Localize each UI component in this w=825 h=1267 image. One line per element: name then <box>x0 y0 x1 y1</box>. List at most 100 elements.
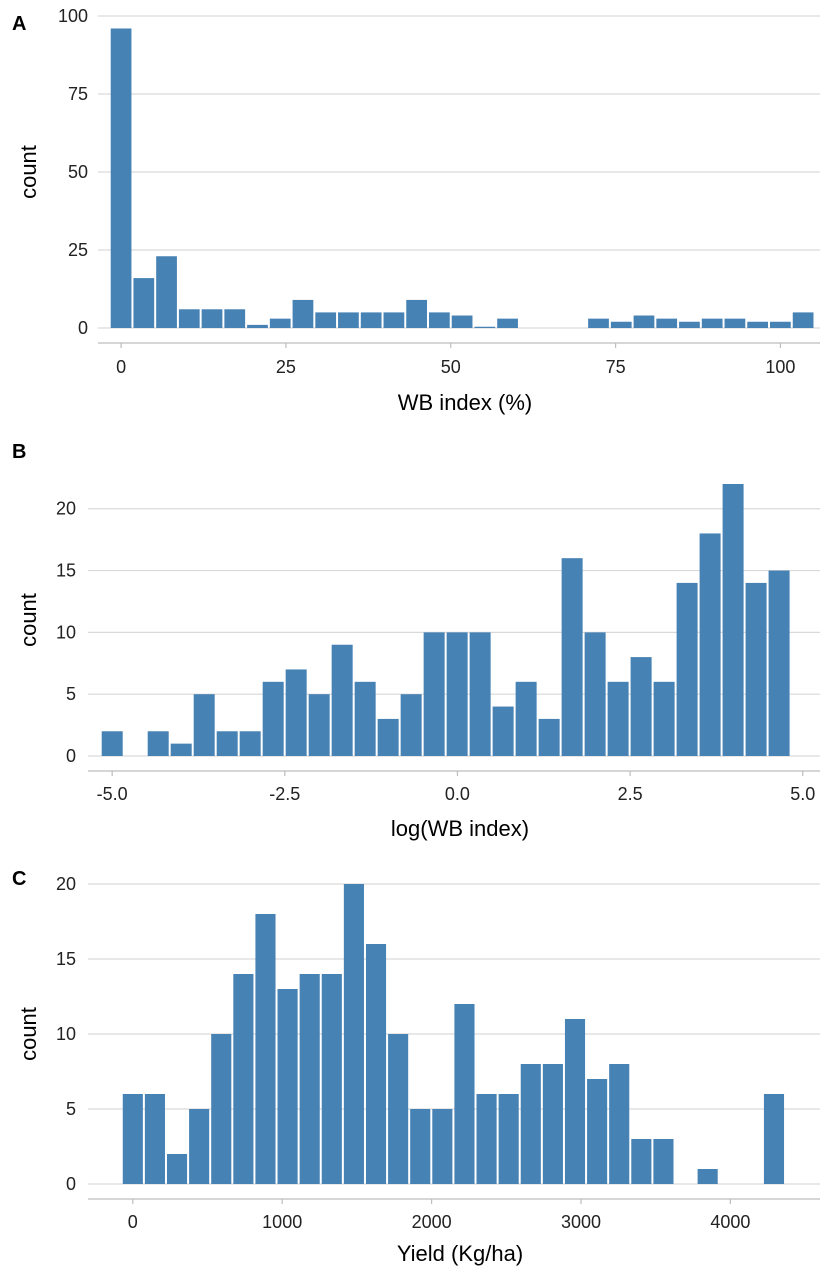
x-tick-label-c-4: 4000 <box>710 1212 750 1232</box>
bar-c-23 <box>631 1139 652 1184</box>
x-axis-title-c: Yield (Kg/ha) <box>397 1241 523 1266</box>
bar-c-26 <box>697 1169 718 1184</box>
bar-b-14 <box>423 632 445 756</box>
panel-label-b: B <box>12 441 26 463</box>
x-tick-label-c-1: 1000 <box>262 1212 302 1232</box>
bar-a-8 <box>292 299 314 328</box>
y-tick-label-b-1: 5 <box>66 684 76 704</box>
y-tick-label-c-4: 20 <box>56 874 76 894</box>
bar-b-10 <box>331 644 353 756</box>
x-tick-label-a-2: 50 <box>441 357 461 377</box>
x-tick-label-c-0: 0 <box>128 1212 138 1232</box>
bar-b-22 <box>607 681 629 756</box>
bar-b-24 <box>653 681 675 756</box>
panel-c: 0 1000 2000 3000 4000 0 5 10 15 20 Yield (Kg/ha) co… <box>12 868 820 1266</box>
bar-a-22 <box>610 321 632 328</box>
x-tick-label-b-0: -5.0 <box>97 784 128 804</box>
bar-a-17 <box>497 318 518 328</box>
bar-c-15 <box>454 1004 475 1184</box>
y-tick-label-b-3: 15 <box>56 561 76 581</box>
panel-label-a: A <box>12 13 26 35</box>
x-tick-label-c-3: 3000 <box>561 1212 601 1232</box>
bar-a-28 <box>747 321 769 328</box>
bar-a-24 <box>656 318 678 328</box>
bar-c-22 <box>609 1064 630 1184</box>
bar-c-0 <box>122 1094 143 1184</box>
x-tick-label-b-4: 5.0 <box>790 784 815 804</box>
bar-b-7 <box>262 681 284 756</box>
bar-c-6 <box>255 914 276 1184</box>
bar-b-20 <box>561 558 583 756</box>
bar-c-13 <box>410 1109 431 1184</box>
y-tick-label-b-2: 10 <box>56 622 76 642</box>
bar-b-9 <box>308 694 330 756</box>
bar-b-3 <box>170 743 192 756</box>
x-axis-title-a: WB index (%) <box>398 390 532 415</box>
bar-a-5 <box>224 309 246 328</box>
bar-c-29 <box>763 1094 785 1184</box>
bar-b-8 <box>285 669 307 756</box>
bar-a-10 <box>338 312 359 328</box>
bar-a-16 <box>474 326 496 328</box>
bar-c-2 <box>166 1154 188 1184</box>
panel-b: -5.0 -2.5 0.0 2.5 5.0 0 5 10 15 20 log(WB index) co… <box>12 441 820 841</box>
x-tick-label-a-4: 100 <box>765 357 795 377</box>
bar-a-9 <box>315 312 337 328</box>
x-tick-label-a-1: 25 <box>276 357 296 377</box>
bar-b-17 <box>492 706 514 756</box>
bar-a-12 <box>383 312 405 328</box>
bar-b-0 <box>101 731 123 756</box>
bar-c-21 <box>587 1079 608 1184</box>
panel-label-c: C <box>12 868 26 890</box>
bar-a-14 <box>428 312 450 328</box>
bar-c-7 <box>277 989 298 1184</box>
bar-a-21 <box>588 318 609 328</box>
bar-b-2 <box>147 731 169 756</box>
bar-b-28 <box>745 582 767 756</box>
bar-a-25 <box>679 321 700 328</box>
bar-a-29 <box>770 321 791 328</box>
panel-a: 0 25 50 75 100 0 25 50 75 100 WB index (%) count A <box>12 6 820 415</box>
bar-a-1 <box>133 278 155 328</box>
y-axis-title-b: count <box>16 593 41 647</box>
y-tick-label-a-1: 25 <box>68 240 88 260</box>
bar-c-20 <box>564 1019 586 1184</box>
y-tick-label-c-2: 10 <box>56 1024 76 1044</box>
y-axis-title-c: count <box>16 1007 41 1061</box>
x-tick-label-a-0: 0 <box>116 357 126 377</box>
bar-c-1 <box>144 1094 165 1184</box>
bar-a-0 <box>110 28 132 328</box>
bar-b-23 <box>630 657 652 756</box>
bar-b-18 <box>515 681 537 756</box>
bar-c-24 <box>653 1139 674 1184</box>
y-tick-label-a-2: 50 <box>68 162 88 182</box>
bar-b-5 <box>216 731 238 756</box>
bar-b-15 <box>446 632 468 756</box>
bar-c-8 <box>299 974 320 1184</box>
x-axis-title-b: log(WB index) <box>391 816 529 841</box>
bar-b-6 <box>239 731 261 756</box>
bar-b-25 <box>676 582 698 756</box>
bar-b-4 <box>193 694 215 756</box>
bar-a-15 <box>451 315 473 328</box>
y-tick-label-a-4: 100 <box>58 6 88 26</box>
bar-b-29 <box>768 570 790 756</box>
bar-a-13 <box>406 299 427 328</box>
bar-c-4 <box>211 1034 232 1184</box>
x-tick-label-c-2: 2000 <box>412 1212 452 1232</box>
bar-c-14 <box>432 1109 453 1184</box>
y-tick-label-b-0: 0 <box>66 746 76 766</box>
bar-c-17 <box>498 1094 519 1184</box>
bar-c-9 <box>321 974 342 1184</box>
bar-a-6 <box>247 324 268 328</box>
bar-a-23 <box>633 315 655 328</box>
bar-b-11 <box>354 681 376 756</box>
y-tick-label-c-3: 15 <box>56 949 76 969</box>
x-tick-label-b-1: -2.5 <box>269 784 300 804</box>
bar-c-11 <box>365 944 387 1184</box>
bar-a-30 <box>792 312 814 328</box>
y-tick-label-b-4: 20 <box>56 499 76 519</box>
bar-c-10 <box>343 884 364 1184</box>
bar-c-18 <box>520 1064 541 1184</box>
